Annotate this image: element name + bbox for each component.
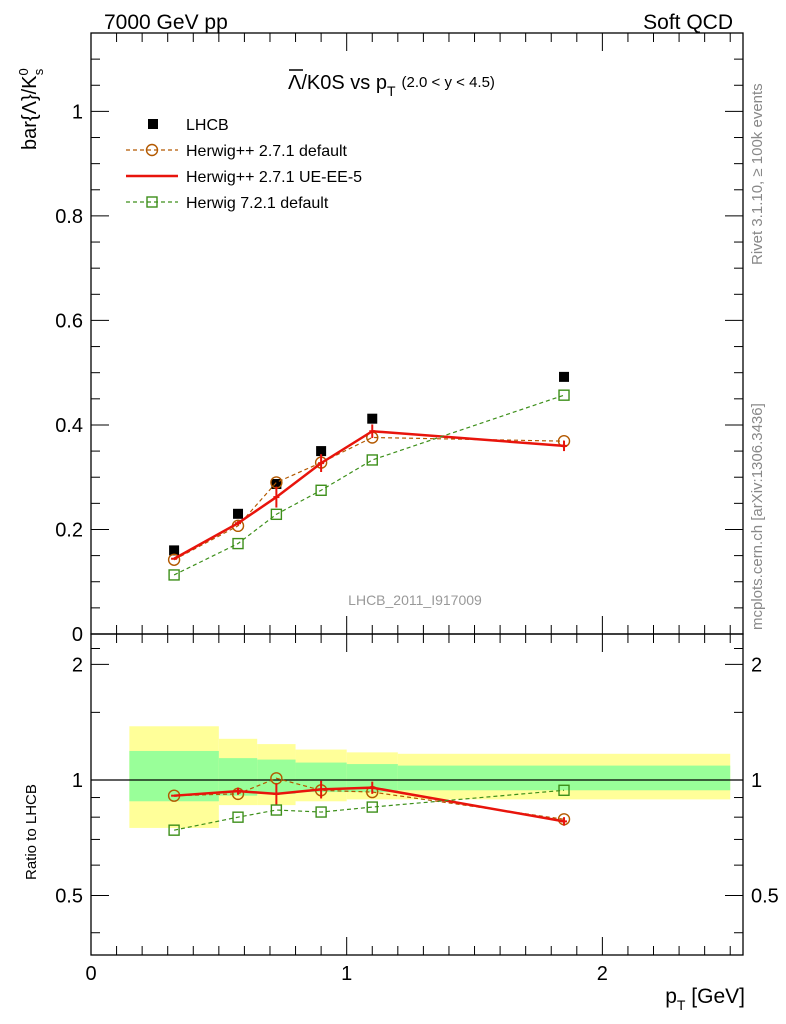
x-axis-label-unit: [GeV] [685, 985, 745, 1008]
upper-lhcb-point [169, 545, 180, 556]
x-tick-label: 2 [597, 963, 608, 985]
upper-ytick-label: 0.8 [55, 206, 83, 228]
upper-herwig-7-2-1-default-point [558, 389, 570, 401]
upper-ytick-label: 0.2 [55, 519, 83, 541]
legend-label-herwig7: Herwig 7.2.1 default [186, 195, 329, 212]
upper-herwig-2-7-1-default-line [173, 436, 565, 561]
legend-marker-herwig7 [146, 196, 158, 208]
legend-label-herwig-default: Herwig++ 2.7.1 default [186, 143, 348, 160]
x-tick-label: 1 [341, 963, 352, 985]
header-left: 7000 GeV pp [104, 11, 228, 34]
header-right: Soft QCD [643, 11, 733, 34]
x-axis-label: pT [GeV] [665, 985, 745, 1013]
upper-ylabel: bar{Λ}/K0s [16, 68, 46, 150]
upper-ylabel-text: bar{Λ}/K [19, 75, 41, 150]
upper-ylabel-sub: s [31, 68, 46, 75]
main-title-text: Λ/K0S vs p [288, 72, 387, 94]
legend: LHCB Herwig++ 2.7.1 default Herwig++ 2.7… [126, 117, 362, 212]
ratio-ytick-label: 0.5 [55, 886, 83, 908]
main-title-range: (2.0 < y < 4.5) [402, 74, 495, 91]
upper-ytick-label: 0 [72, 624, 83, 646]
legend-label-lhcb: LHCB [186, 117, 229, 134]
ratio-ytick-label: 1 [72, 770, 83, 792]
x-axis-label-text: p [665, 985, 677, 1008]
ratio-herwig-7-2-1-default-point [366, 801, 378, 813]
upper-herwig-7-2-1-default-point [232, 537, 244, 550]
legend-marker-herwig-default [145, 143, 159, 157]
upper-lhcb-point [559, 371, 570, 382]
main-title: Λ/K0S vs pT (2.0 < y < 4.5) [288, 72, 495, 99]
rivet-label: Rivet 3.1.10, ≥ 100k events [749, 83, 766, 265]
x-tick-label: 0 [85, 963, 96, 985]
upper-herwig-7-2-1-default-point [366, 454, 378, 466]
ratio-ytick-label: 2 [72, 654, 83, 676]
upper-herwig-7-2-1-default-point [270, 508, 283, 521]
legend-label-herwig-ueee5: Herwig++ 2.7.1 UE-EE-5 [186, 169, 362, 186]
upper-lhcb-point [367, 413, 378, 424]
ratio-herwig-7-2-1-default-point [558, 784, 570, 796]
ratio-ytick-label-right: 0.5 [751, 886, 779, 908]
ratio-herwig-7-2-1-default-point [168, 824, 180, 836]
upper-lhcb-point [233, 508, 244, 519]
upper-ytick-label: 0.6 [55, 310, 83, 332]
ratio-herwig-7-2-1-default-line [173, 789, 565, 831]
upper-herwig-7-2-1-default-line [173, 394, 565, 576]
main-title-sub: T [387, 83, 396, 99]
upper-herwig-7-2-1-default-point [168, 569, 180, 581]
analysis-watermark: LHCB_2011_I917009 [348, 592, 482, 608]
ratio-herwig-7-2-1-default-point [315, 806, 327, 818]
upper-herwig-2-7-1-ue-ee-5-line [173, 429, 565, 560]
upper-panel: 0 0.2 0.4 0.6 0.8 1 [55, 32, 744, 646]
legend-marker-lhcb [148, 119, 158, 129]
ratio-frame [90, 633, 744, 956]
ratio-herwig-2-7-1-default-line [174, 777, 565, 820]
x-axis-label-sub: T [677, 997, 686, 1013]
upper-lhcb-point [316, 446, 327, 457]
mcplots-label: mcplots.cern.ch [arXiv:1306.3436] [749, 403, 766, 630]
ratio-ytick-label-right: 1 [751, 770, 762, 792]
ratio-panel: 0.5 0.5 1 1 2 2 0 1 2 [55, 633, 779, 985]
ratio-herwig-7-2-1-default-point [270, 804, 283, 816]
ratio-ytick-label-right: 2 [751, 654, 762, 676]
upper-ytick-label: 0.4 [55, 415, 83, 437]
ratio-herwig-2-7-1-ue-ee-5-line [174, 786, 565, 823]
upper-lhcb-point [271, 479, 282, 490]
upper-herwig-2-7-1-default-point [167, 553, 181, 566]
ratio-band-inner-5 [397, 765, 731, 791]
upper-herwig-7-2-1-default-point [315, 484, 327, 496]
upper-ytick-label: 1 [72, 101, 83, 123]
upper-ylabel-sup: 0 [16, 68, 31, 75]
ratio-herwig-7-2-1-default-point [232, 811, 244, 823]
ratio-ylabel: Ratio to LHCB [23, 784, 40, 880]
